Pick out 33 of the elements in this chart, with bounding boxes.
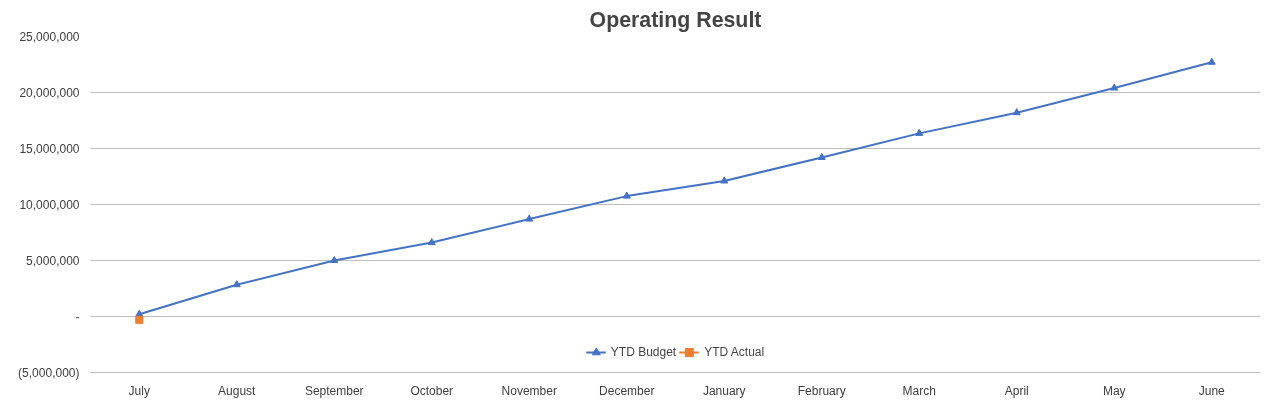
x-tick-label: September (304, 383, 364, 398)
x-tick-label: March (902, 383, 936, 398)
y-tick-label: 10,000,000 (19, 197, 80, 212)
point (817, 152, 826, 160)
x-tick-label: August (218, 383, 257, 398)
point (525, 214, 534, 222)
point (330, 255, 339, 264)
y-tick-label: - (75, 309, 80, 324)
point (1110, 83, 1119, 91)
x-tick-label: November (501, 383, 557, 398)
x-tick-label: December (599, 383, 655, 398)
y-tick-label: 5,000,000 (26, 253, 80, 268)
y-tick-label: (5,000,000) (18, 365, 80, 380)
x-tick-label: April (1004, 383, 1029, 398)
x-tick-label: January (702, 383, 746, 398)
x-tick-label: February (797, 383, 846, 398)
point (1207, 57, 1216, 65)
y-tick-label: 20,000,000 (19, 85, 80, 100)
legend-label: YTD Actual (704, 345, 765, 359)
x-tick-label: October (410, 383, 454, 398)
x-tick-label: May (1102, 383, 1126, 398)
point (720, 176, 729, 184)
point (427, 238, 436, 246)
x-tick-label: July (128, 383, 150, 398)
point (622, 191, 631, 199)
x-tick-label: June (1198, 383, 1226, 398)
point (1012, 108, 1021, 116)
legend-label: YTD Budget (610, 345, 677, 359)
y-tick-label: 25,000,000 (19, 29, 80, 44)
chart-title: Operating Result (589, 7, 762, 32)
point (232, 280, 241, 288)
y-tick-label: 15,000,000 (19, 141, 80, 156)
point (915, 128, 924, 136)
